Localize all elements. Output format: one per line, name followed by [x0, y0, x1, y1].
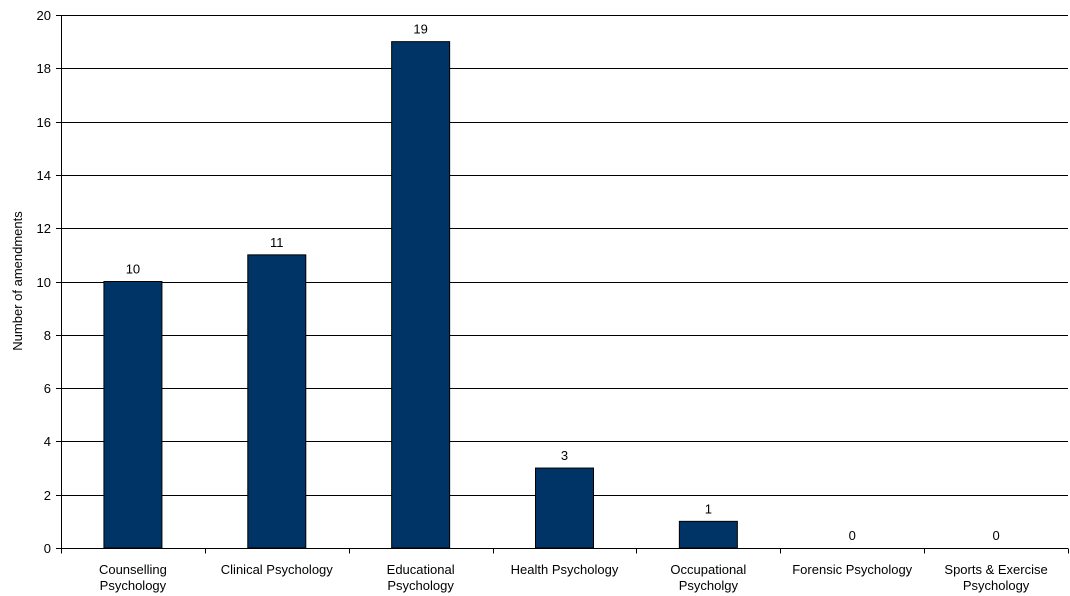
category-label: Forensic Psychology — [792, 562, 912, 577]
y-tick-label: 8 — [44, 328, 51, 343]
category-label: Clinical Psychology — [221, 562, 333, 577]
category-label: Educational — [387, 562, 455, 577]
y-tick-label: 4 — [44, 434, 51, 449]
bar — [678, 520, 738, 549]
bar — [103, 281, 163, 549]
category-label: Occupational — [670, 562, 746, 577]
data-label: 11 — [270, 235, 284, 250]
y-tick-label: 18 — [37, 61, 51, 76]
y-tick-label: 14 — [37, 168, 51, 183]
y-tick-label: 16 — [37, 115, 51, 130]
y-tick-label: 6 — [44, 381, 51, 396]
category-label: Health Psychology — [511, 562, 619, 577]
gridlines — [61, 15, 1068, 496]
y-axis-title: Number of amendments — [10, 211, 25, 351]
y-tick-label: 10 — [37, 275, 51, 290]
y-tick-label: 20 — [37, 8, 51, 23]
y-tick-label: 0 — [44, 541, 51, 556]
y-tick-label: 12 — [37, 221, 51, 236]
category-label: Sports & Exercise — [944, 562, 1047, 577]
category-label: Counselling — [99, 562, 167, 577]
data-label: 10 — [126, 262, 140, 277]
y-axis-ticks: 0 2 4 6 8 10 12 14 16 18 20 — [37, 8, 61, 556]
data-label: 3 — [561, 448, 568, 463]
bar — [535, 467, 594, 549]
data-label: 0 — [992, 528, 999, 543]
data-label: 0 — [849, 528, 856, 543]
category-label: Psychology — [100, 578, 167, 593]
category-label: Psychology — [963, 578, 1030, 593]
category-label: Psycholgy — [679, 578, 739, 593]
data-label: 1 — [705, 501, 712, 516]
bar — [391, 41, 451, 549]
bar — [247, 254, 307, 549]
category-label: Psychology — [387, 578, 454, 593]
bars — [103, 41, 738, 549]
data-label: 19 — [413, 22, 427, 37]
axes — [61, 15, 1069, 554]
y-tick-label: 2 — [44, 488, 51, 503]
